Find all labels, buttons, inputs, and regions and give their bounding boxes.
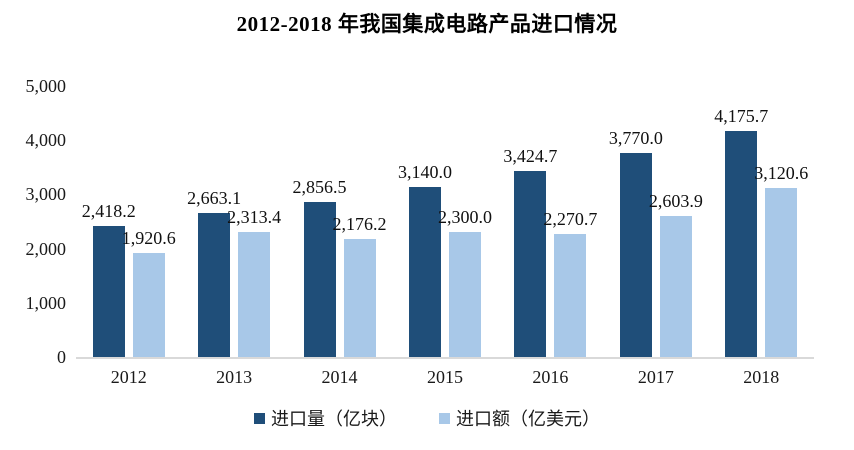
bar-value-label-import-volume-2013: 2,663.1 <box>187 187 242 208</box>
bar-import-value-2017: 2,603.9 <box>649 191 703 357</box>
legend-swatch-import-volume-icon <box>254 412 265 424</box>
bar-group-2012: 2,418.2 1,920.6 2012 <box>82 86 176 387</box>
chart-title: 2012-2018 年我国集成电路产品进口情况 <box>236 12 618 36</box>
bar-value-label-import-value-2015: 2,300.0 <box>437 207 492 228</box>
bar-import-volume-2016: 3,424.7 <box>503 146 557 357</box>
bar-import-volume-2015: 3,140.0 <box>398 162 452 357</box>
x-axis-label-2013: 2013 <box>216 367 253 387</box>
legend-label-import-value: 进口额（亿美元） <box>456 409 600 429</box>
y-axis-tick-2000: 2,000 <box>25 238 67 259</box>
y-axis-tick-1000: 1,000 <box>25 292 67 313</box>
bar-import-volume-2012: 2,418.2 <box>82 201 136 357</box>
bar-value-label-import-value-2018: 3,120.6 <box>754 162 809 183</box>
bar-value-label-import-value-2016: 2,270.7 <box>543 208 598 229</box>
bar-import-volume-2017: 3,770.0 <box>609 128 663 357</box>
bar-import-value-2013: 2,313.4 <box>227 207 281 357</box>
y-axis-tick-5000: 5,000 <box>25 76 67 96</box>
x-axis-label-2014: 2014 <box>321 367 358 387</box>
bar-value-label-import-volume-2016: 3,424.7 <box>503 146 558 167</box>
bar-import-value-2018: 3,120.6 <box>754 163 808 357</box>
bar-value-label-import-volume-2018: 4,175.7 <box>714 105 769 126</box>
y-axis-tick-0: 0 <box>57 347 66 367</box>
bar-import-value-2012: 1,920.6 <box>122 228 176 357</box>
bar-value-label-import-volume-2015: 3,140.0 <box>397 161 452 182</box>
x-axis-label-2016: 2016 <box>532 367 569 387</box>
y-axis-tick-3000: 3,000 <box>25 184 67 205</box>
legend-swatch-import-value-icon <box>439 412 450 424</box>
bar-value-label-import-volume-2017: 3,770.0 <box>608 127 663 148</box>
bar-import-volume-2013: 2,663.1 <box>187 188 241 357</box>
y-axis: 0 1,000 2,000 3,000 4,000 5,000 <box>0 0 67 450</box>
bar-import-value-2015: 2,300.0 <box>438 207 492 357</box>
bar-value-label-import-value-2013: 2,313.4 <box>227 206 282 227</box>
bar-value-label-import-volume-2012: 2,418.2 <box>81 200 136 221</box>
bar-group-2013: 2,663.1 2,313.4 2013 <box>187 86 281 387</box>
bar-value-label-import-volume-2014: 2,856.5 <box>292 177 347 198</box>
legend: 进口量（亿块） 进口额（亿美元） <box>0 405 854 431</box>
bar-group-2017: 3,770.0 2,603.9 2017 <box>609 86 703 387</box>
bar-import-volume-2018: 4,175.7 <box>714 106 768 357</box>
legend-item-import-value: 进口额（亿美元） <box>439 405 600 431</box>
bar-group-2015: 3,140.0 2,300.0 2015 <box>398 86 492 387</box>
legend-label-import-volume: 进口量（亿块） <box>271 409 397 429</box>
bar-import-value-2014: 2,176.2 <box>333 214 387 357</box>
bar-value-label-import-value-2014: 2,176.2 <box>332 214 387 235</box>
bar-group-2014: 2,856.5 2,176.2 2014 <box>293 86 387 387</box>
plot-area: 2,418.2 1,920.6 2012 2,663.1 2,313.4 2013 2,85… <box>76 86 814 387</box>
legend-item-import-volume: 进口量（亿块） <box>254 405 397 431</box>
bar-import-value-2016: 2,270.7 <box>543 209 597 357</box>
bar-group-2018: 4,175.7 3,120.6 2018 <box>714 86 808 387</box>
bar-value-label-import-value-2017: 2,603.9 <box>648 190 703 211</box>
x-axis-label-2015: 2015 <box>426 367 463 387</box>
x-axis-label-2012: 2012 <box>110 367 147 387</box>
x-axis-label-2018: 2018 <box>743 367 780 387</box>
x-axis-label-2017: 2017 <box>637 367 674 387</box>
bar-import-volume-2014: 2,856.5 <box>293 177 347 357</box>
bar-group-2016: 3,424.7 2,270.7 2016 <box>503 86 597 387</box>
bar-value-label-import-value-2012: 1,920.6 <box>121 227 176 248</box>
y-axis-tick-4000: 4,000 <box>25 130 67 151</box>
